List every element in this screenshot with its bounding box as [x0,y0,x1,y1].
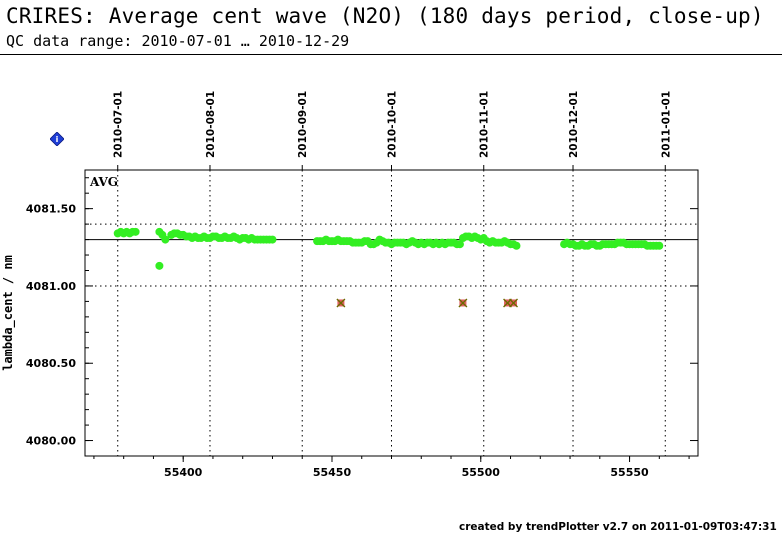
date-tick-label: 2010-12-01 [568,91,580,158]
data-point [161,235,170,244]
date-tick-label: 2010-11-01 [479,91,491,158]
date-tick-label: 2010-09-01 [297,91,309,158]
y-tick-label: 4080.50 [26,357,76,370]
info-diamond-shape [50,132,64,146]
data-point [131,227,140,236]
data-point [455,240,464,249]
avg-annotation: AVG [89,175,118,189]
x-tick-label: 55400 [164,466,203,479]
date-tick-label: 2010-07-01 [113,91,125,158]
y-tick-label: 4081.50 [26,203,76,216]
data-point [268,235,277,244]
date-tick-label: 2010-08-01 [205,91,217,158]
x-tick-label: 55450 [313,466,352,479]
page-title: CRIRES: Average cent wave (N2O) (180 day… [6,4,764,28]
header-divider [0,54,782,55]
y-tick-label: 4081.00 [26,280,76,293]
outlier-cross [458,298,468,308]
data-point [155,261,164,270]
info-diamond-label: i [56,135,59,144]
data-point [655,241,664,250]
date-tick-label: 2010-10-01 [387,91,399,158]
outlier-cross [509,298,518,308]
page-subtitle: QC data range: 2010-07-01 … 2010-12-29 [6,32,350,50]
plot-frame [84,169,699,457]
outlier-cross [336,298,346,308]
y-axis-label: lambda_cent / nm [1,255,16,371]
x-tick-label: 55500 [462,466,501,479]
date-tick-label: 2011-01-01 [660,91,672,158]
footer-credit: created by trendPlotter v2.7 on 2011-01-… [459,521,777,533]
y-tick-label: 4080.00 [26,435,76,448]
x-tick-label: 55550 [610,466,649,479]
data-point [512,241,521,250]
info-diamond-icon[interactable]: i [50,132,64,146]
